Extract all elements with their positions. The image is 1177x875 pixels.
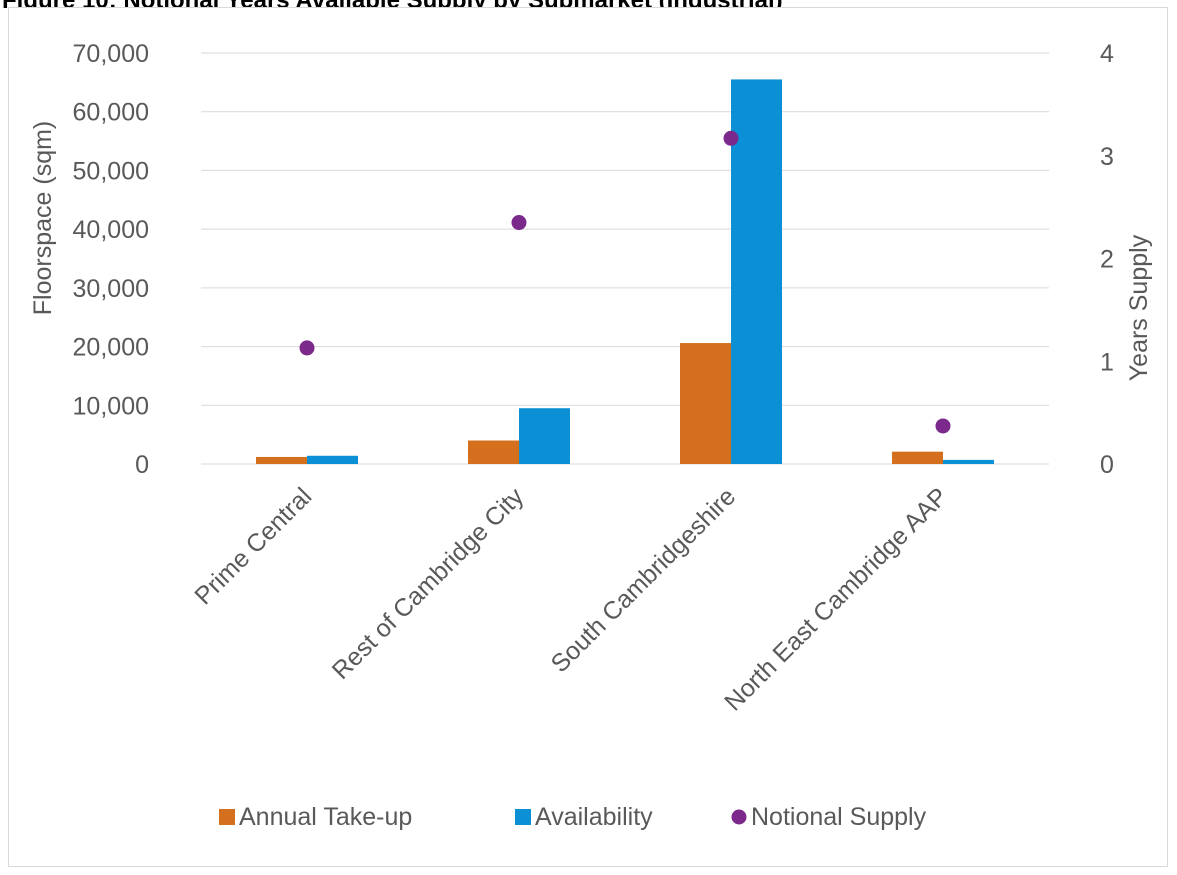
category-label: South Cambridgeshire xyxy=(546,482,742,678)
bar-annual-take-up xyxy=(892,451,943,464)
y2-tick-label: 2 xyxy=(1100,246,1114,274)
legend-label: Notional Supply xyxy=(751,803,927,831)
y-tick-label: 20,000 xyxy=(73,334,149,362)
bar-availability xyxy=(731,79,782,465)
bar-availability xyxy=(943,459,994,464)
legend-item: Notional Supply xyxy=(731,803,927,831)
chart: 70,000 60,000 50,000 40,000 30,000 20,000 10,0… xyxy=(29,40,1153,831)
point-notional-supply xyxy=(935,418,951,434)
legend-item: Annual Take-up xyxy=(219,803,412,831)
y2-axis-ticks: 4 3 2 1 0 xyxy=(1100,40,1114,479)
y-tick-label: 30,000 xyxy=(73,275,149,303)
y-tick-label: 0 xyxy=(135,451,149,479)
legend-label: Annual Take-up xyxy=(239,803,412,831)
legend: Annual Take-up Availability Notional Suppl… xyxy=(219,803,927,831)
y2-tick-label: 0 xyxy=(1100,451,1114,479)
legend-label: Availability xyxy=(535,803,653,831)
y-axis-ticks: 70,000 60,000 50,000 40,000 30,000 20,000 10,0… xyxy=(73,40,149,479)
legend-swatch xyxy=(515,809,531,825)
y-tick-label: 70,000 xyxy=(73,40,149,68)
bar-annual-take-up xyxy=(468,440,519,464)
legend-swatch xyxy=(219,809,235,825)
y-tick-label: 60,000 xyxy=(73,99,149,127)
y2-axis-title: Years Supply xyxy=(1125,234,1153,381)
y2-tick-label: 3 xyxy=(1100,143,1114,171)
bar-availability xyxy=(519,408,570,464)
y-axis-title: Floorspace (sqm) xyxy=(29,121,57,316)
point-notional-supply xyxy=(299,340,315,356)
bar-annual-take-up xyxy=(680,343,731,464)
point-notional-supply xyxy=(723,130,739,146)
gridlines xyxy=(201,52,1049,406)
bars xyxy=(256,79,994,465)
y2-tick-label: 1 xyxy=(1100,348,1114,376)
notional-supply-points xyxy=(299,130,951,434)
category-label: North East Cambridge AAP xyxy=(719,482,953,716)
y-tick-label: 10,000 xyxy=(73,392,149,420)
legend-item: Availability xyxy=(515,803,653,831)
y-tick-label: 50,000 xyxy=(73,157,149,185)
legend-marker xyxy=(731,809,747,825)
point-notional-supply xyxy=(511,215,527,231)
category-labels: Prime Central Rest of Cambridge City South… xyxy=(189,482,953,716)
y2-tick-label: 4 xyxy=(1100,40,1114,68)
y-tick-label: 40,000 xyxy=(73,216,149,244)
chart-frame: 70,000 60,000 50,000 40,000 30,000 20,000 10,0… xyxy=(8,7,1168,867)
category-label: Rest of Cambridge City xyxy=(327,482,530,685)
bar-annual-take-up xyxy=(256,456,307,464)
category-label: Prime Central xyxy=(189,482,317,610)
bar-availability xyxy=(307,455,358,464)
